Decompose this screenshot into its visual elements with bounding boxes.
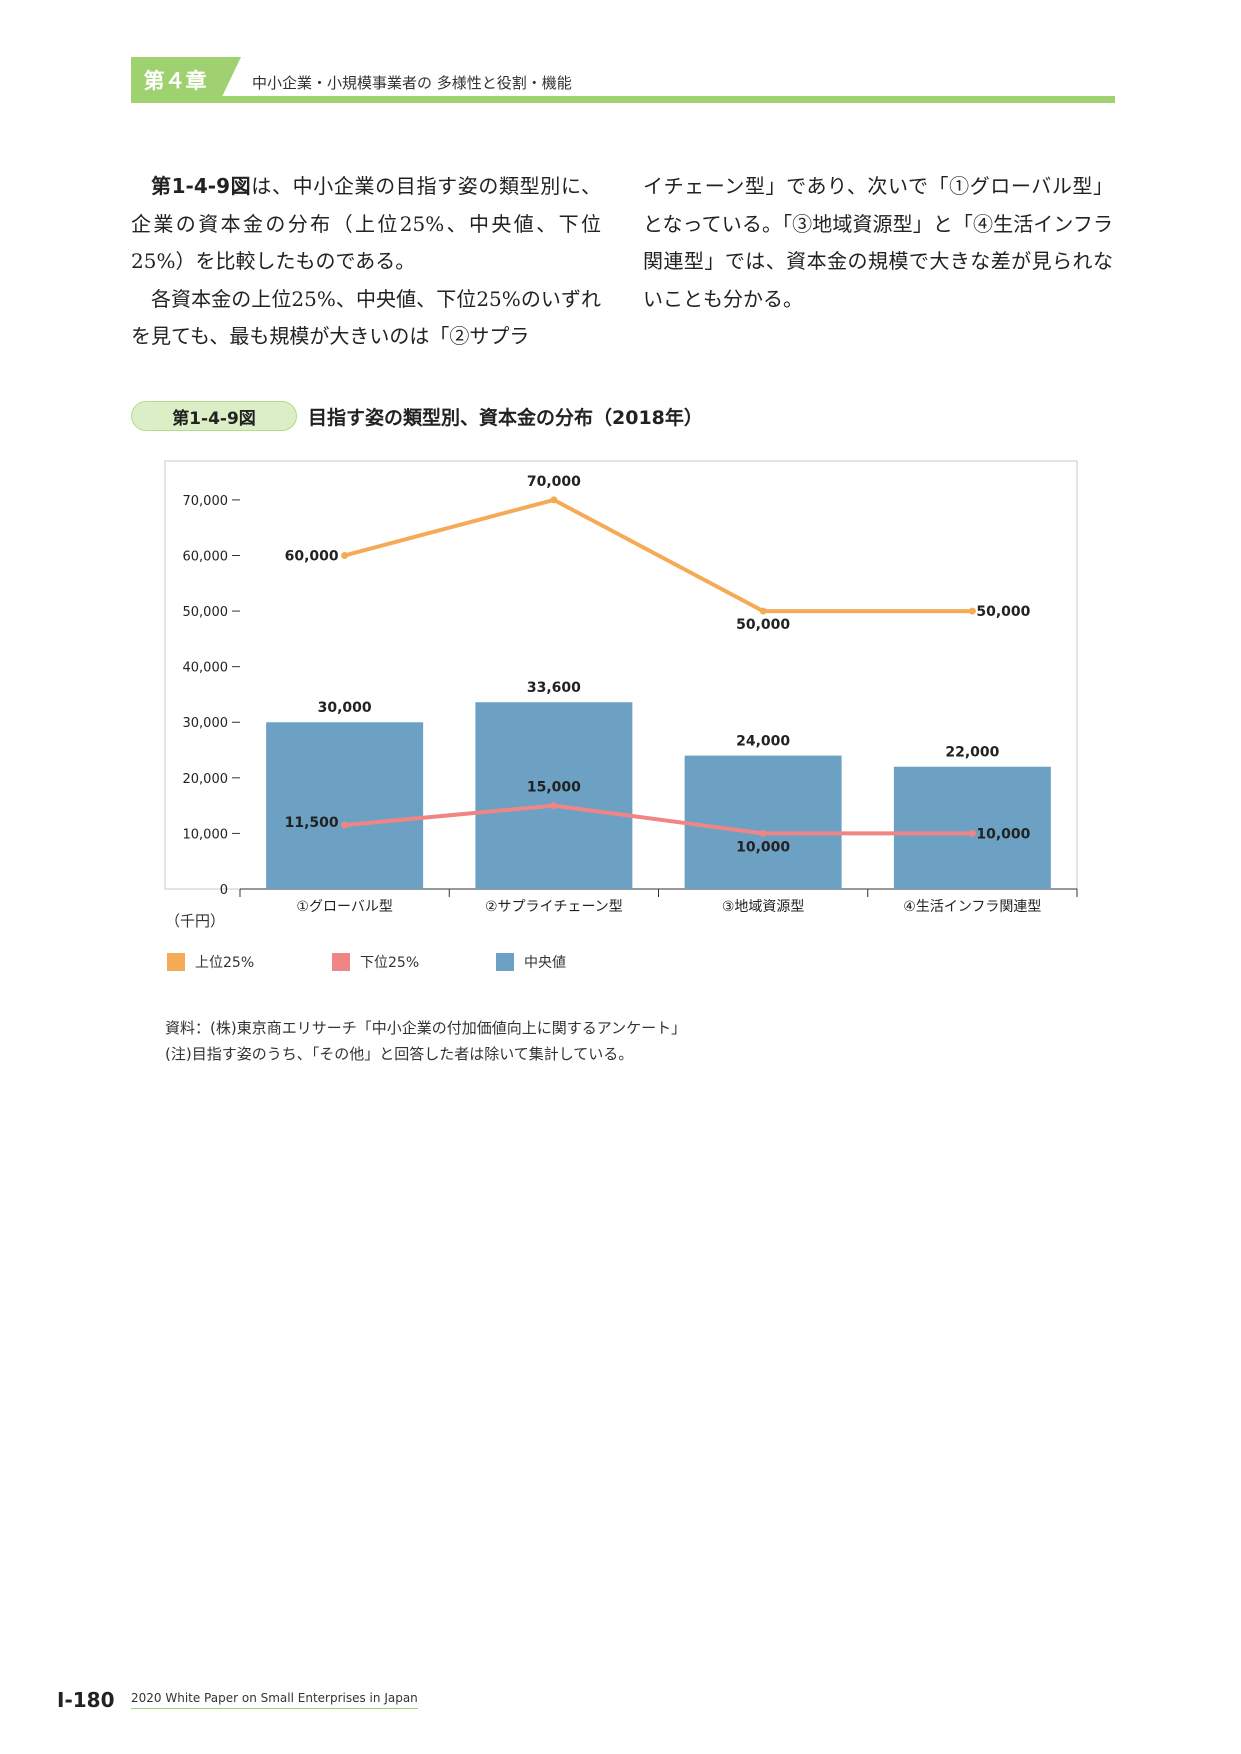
data-label-lower25: 15,000	[527, 780, 581, 796]
y-tick-label: 20,000	[183, 772, 229, 787]
figure-notes: 資料：(株)東京商エリサーチ「中小企業の付加価値向上に関するアンケート」 (注)…	[165, 1015, 686, 1067]
chapter-tab-slant	[219, 57, 241, 103]
legend-label-lower25: 下位25%	[360, 955, 420, 971]
bar-median	[475, 702, 633, 889]
data-label-median: 24,000	[736, 734, 790, 750]
footnote: (注)目指す姿のうち、「その他」と回答した者は除いて集計している。	[165, 1045, 634, 1063]
legend-item-lower25: 下位25%	[332, 952, 419, 972]
legend-swatch-upper25	[167, 953, 185, 971]
data-label-upper25: 70,000	[527, 474, 581, 490]
y-tick-label: 50,000	[183, 605, 229, 620]
body-paragraph-2: 各資本金の上位25%、中央値、下位25%のいずれを見ても、最も規模が大きいのは「…	[131, 286, 601, 349]
y-tick-label: 40,000	[183, 661, 229, 676]
legend-label-median: 中央値	[524, 955, 566, 971]
point-upper25	[759, 607, 767, 615]
data-label-lower25: 10,000	[736, 839, 790, 855]
bar-median	[266, 722, 424, 889]
point-lower25	[550, 802, 558, 810]
chapter-title: 中小企業・小規模事業者の 多様性と役割・機能	[252, 74, 572, 92]
y-tick-label: 0	[220, 883, 228, 898]
figure-title: 目指す姿の類型別、資本金の分布（2018年）	[308, 407, 703, 429]
source-note: 資料：(株)東京商エリサーチ「中小企業の付加価値向上に関するアンケート」	[165, 1019, 687, 1037]
data-label-upper25: 50,000	[736, 617, 790, 633]
line-upper25	[344, 497, 973, 614]
publication-title: 2020 White Paper on Small Enterprises in…	[131, 1691, 418, 1709]
point-upper25	[968, 607, 976, 615]
legend-label-upper25: 上位25%	[195, 955, 255, 971]
bar-median	[684, 755, 842, 889]
y-tick-label: 70,000	[183, 494, 229, 509]
x-tick-label: ①グローバル型	[296, 899, 392, 915]
chart: 0 10,000 20,000 30,000 40,000 50,000 60,000 70,…	[164, 460, 1078, 915]
y-tick-label: 60,000	[183, 549, 229, 564]
header-rule	[131, 96, 1115, 103]
point-lower25	[341, 821, 349, 829]
bar-median	[893, 766, 1051, 889]
data-label-upper25: 60,000	[285, 548, 339, 564]
x-tick-label: ④生活インフラ関連型	[903, 899, 1041, 915]
legend-item-median: 中央値	[496, 952, 566, 972]
y-tick-label: 10,000	[183, 827, 229, 842]
body-paragraph-1: 第1-4-9図は、中小企業の目指す姿の類型別に、企業の資本金の分布（上位25%、…	[131, 168, 601, 281]
figure-number-badge: 第1-4-9図	[131, 401, 297, 431]
legend-swatch-median	[496, 953, 514, 971]
body-column-left: 第1-4-9図は、中小企業の目指す姿の類型別に、企業の資本金の分布（上位25%、…	[131, 168, 601, 356]
page-number: I-180	[57, 1688, 115, 1712]
data-label-median: 22,000	[945, 745, 999, 761]
data-label-median: 33,600	[527, 680, 581, 696]
point-upper25	[550, 496, 558, 504]
point-upper25	[341, 551, 349, 559]
data-label-upper25: 50,000	[976, 604, 1030, 620]
point-lower25	[759, 829, 767, 837]
legend-swatch-lower25	[332, 953, 350, 971]
legend-item-upper25: 上位25%	[167, 952, 254, 972]
x-tick-label: ②サプライチェーン型	[485, 899, 623, 915]
x-tick-label: ③地域資源型	[722, 899, 805, 915]
data-label-median: 30,000	[318, 700, 372, 716]
chapter-tab: 第４章	[131, 57, 219, 103]
figure-reference: 第1-4-9図	[151, 174, 252, 198]
data-label-lower25: 11,500	[285, 815, 339, 831]
y-tick-label: 30,000	[183, 716, 229, 731]
body-paragraph-1-text: は、中小企業の目指す姿の類型別に、企業の資本金の分布（上位25%、中央値、下位2…	[131, 174, 601, 273]
line-lower25	[344, 803, 973, 836]
body-column-right: イチェーン型」であり、次いで「①グローバル型」となっている。「③地域資源型」と「…	[643, 168, 1113, 318]
point-lower25	[968, 829, 976, 837]
y-axis-unit: （千円）	[165, 912, 226, 930]
data-label-lower25: 10,000	[976, 826, 1030, 842]
body-paragraph-3: イチェーン型」であり、次いで「①グローバル型」となっている。「③地域資源型」と「…	[643, 174, 1113, 311]
